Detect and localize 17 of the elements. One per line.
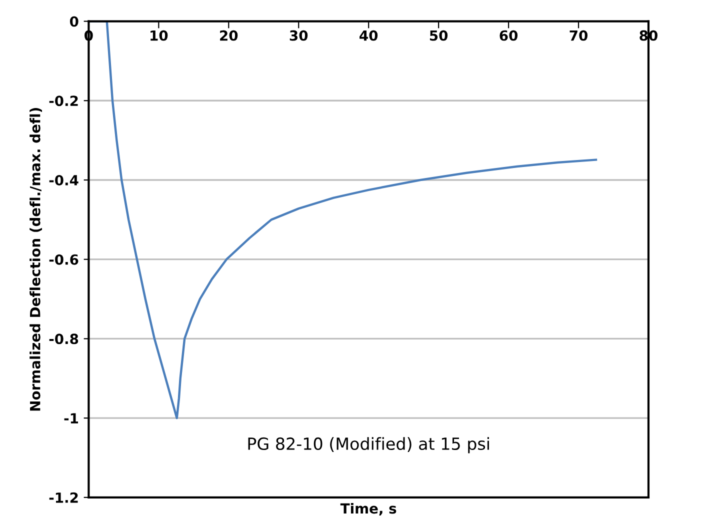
x-tick-label: 40 [360,30,378,41]
y-tick-label: 0 [70,16,78,27]
x-tick-label: 70 [570,30,588,41]
y-tick-label: -0.2 [49,96,78,106]
y-tick-label: -0.8 [49,334,78,344]
x-tick-label: 20 [220,30,238,41]
x-tick-label: 60 [500,30,518,41]
x-tick-label: 30 [290,30,308,41]
x-axis-title: Time, s [340,502,396,516]
y-tick-label: -1.2 [49,492,78,503]
y-tick-label: -0.6 [49,254,78,265]
annotation: PG 82-10 (Modified) at 15 psi [248,437,489,454]
y-tick-label: -0.4 [49,174,78,186]
x-tick-label: 10 [150,30,168,41]
y-axis-title: Normalized Deflection (defl./max. defl) [30,108,42,411]
y-tick-label: -1 [64,413,78,424]
x-tick-label: 50 [430,30,448,41]
